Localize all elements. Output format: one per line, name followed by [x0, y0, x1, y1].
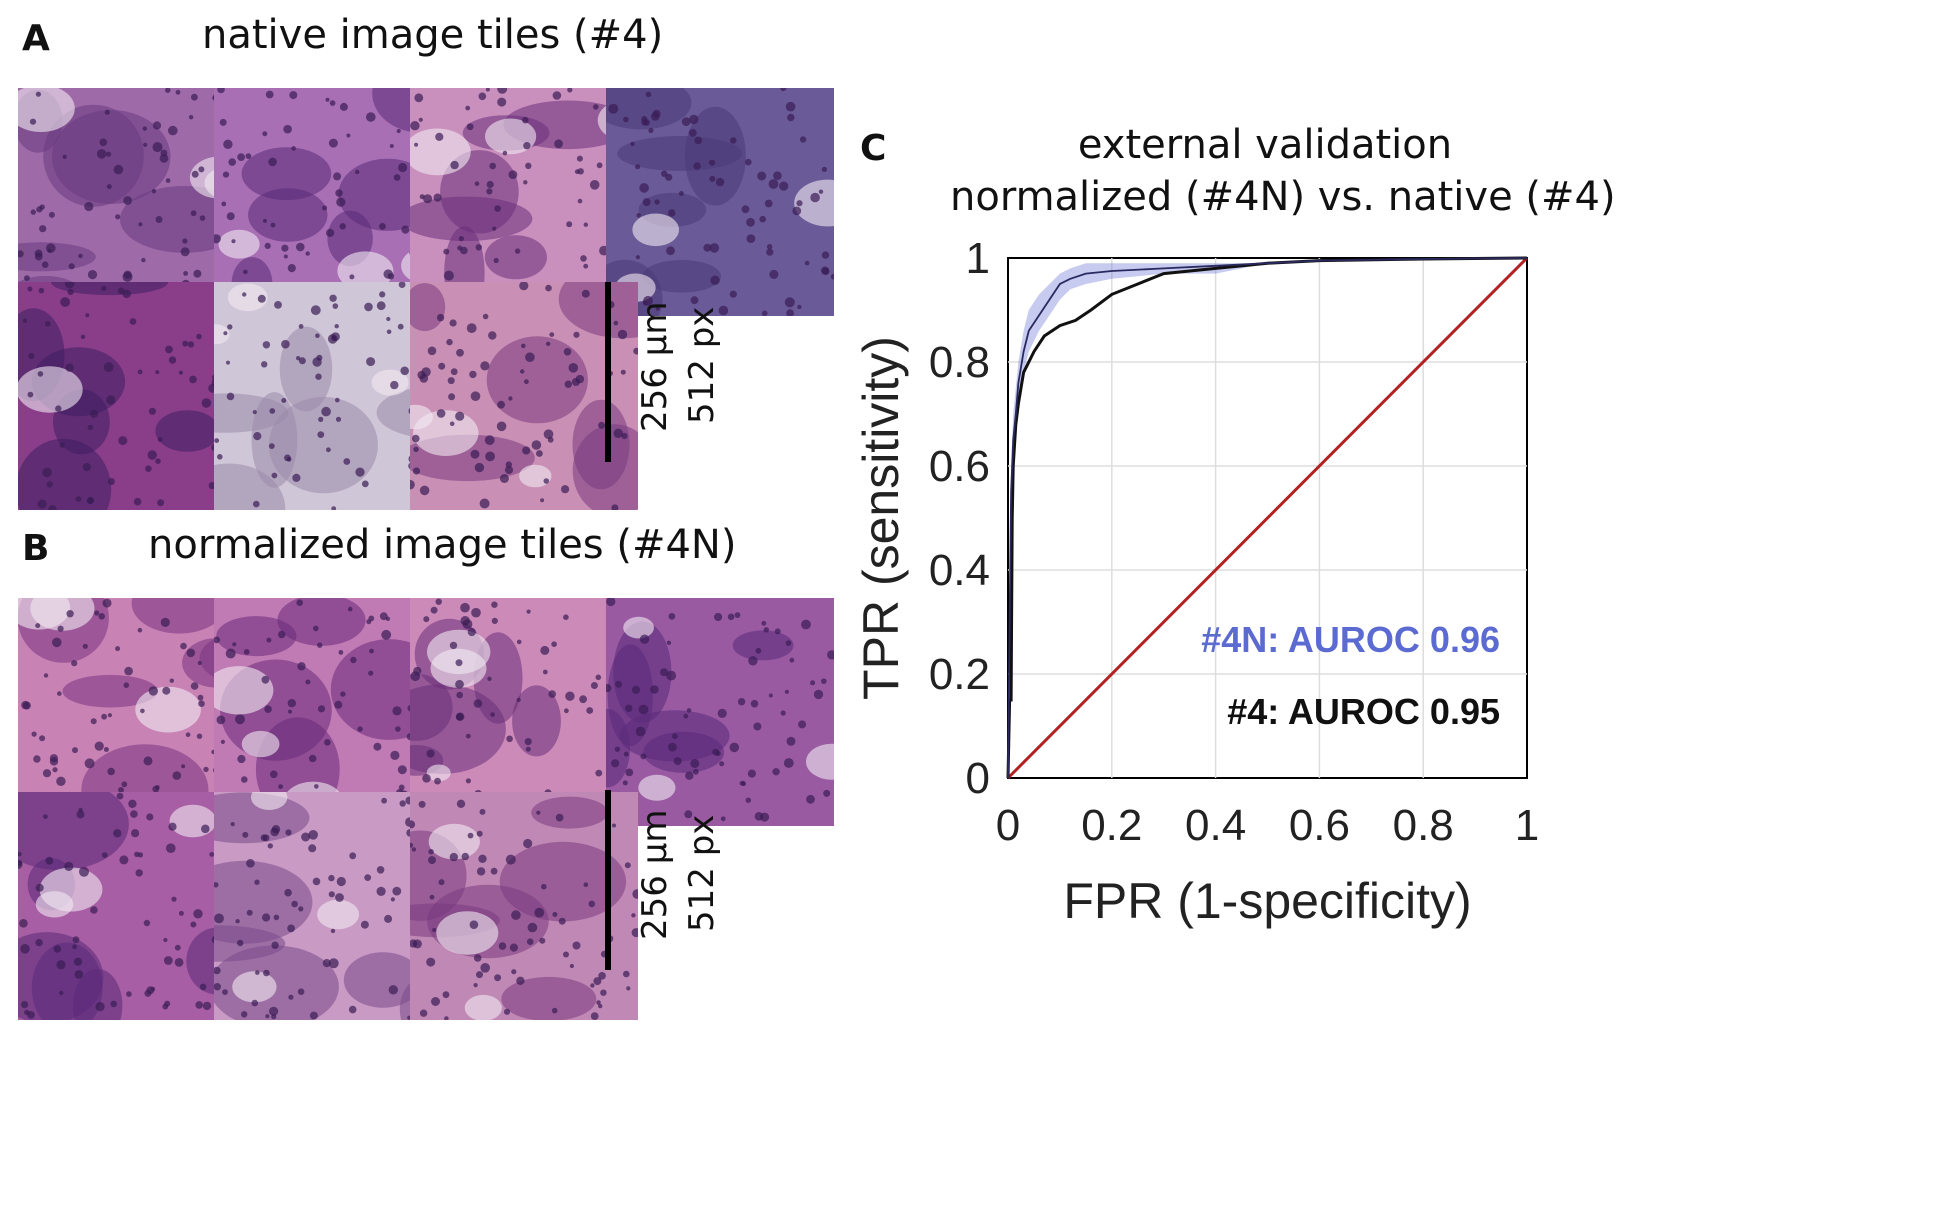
scalebar-b-um-label: 256 µm: [635, 809, 675, 940]
panel-c-letter: C: [860, 128, 887, 169]
x-tick-label: 1: [1515, 801, 1539, 850]
x-tick-label: 0: [996, 801, 1020, 850]
x-tick-label: 0.2: [1081, 801, 1142, 850]
normalized-tile-15: [18, 792, 246, 1020]
normalized-tile-17: [410, 792, 638, 1020]
series-4-auroc-label: #4: AUROC 0.95: [1227, 691, 1500, 732]
panel-a-title: native image tiles (#4): [202, 12, 664, 58]
y-tick-label: 0.8: [929, 338, 990, 387]
native-tile-6: [214, 282, 442, 510]
y-tick-label: 0.6: [929, 442, 990, 491]
scalebar-a-um-label: 256 µm: [635, 301, 675, 432]
native-tile-4: [606, 88, 834, 316]
native-tile-3: [410, 88, 638, 316]
normalized-tile-14: [606, 598, 834, 826]
x-tick-label: 0.8: [1393, 801, 1454, 850]
series-4n-auroc-label: #4N: AUROC 0.96: [1201, 619, 1500, 660]
scalebar-b-px-label: 512 px: [682, 814, 722, 932]
native-tile-5: [18, 282, 246, 510]
series-4n-line: [1007, 257, 1528, 779]
series-4-line: [1006, 256, 1528, 779]
plot-area: [1007, 257, 1528, 779]
normalized-tile-16: [214, 792, 442, 1020]
x-axis-label: FPR (1-specificity): [1063, 873, 1471, 929]
x-tick-label: 0.6: [1289, 801, 1350, 850]
y-tick-label: 0.2: [929, 650, 990, 699]
y-tick-label: 0: [966, 754, 990, 803]
chart-title-line2: normalized (#4N) vs. native (#4): [950, 174, 1616, 220]
scalebar-b: [605, 790, 611, 970]
y-axis-label: TPR (sensitivity): [853, 336, 909, 700]
y-tick-label: 0.4: [929, 546, 990, 595]
scalebar-a: [605, 282, 611, 462]
panel-a-letter: A: [22, 18, 50, 59]
normalized-tile-12: [214, 598, 442, 826]
y-tick-label: 1: [966, 234, 990, 283]
native-tile-7: [410, 282, 638, 510]
chance-diagonal-line: [1006, 256, 1529, 780]
chart-title-line1: external validation: [1077, 122, 1453, 168]
panel-b-title: normalized image tiles (#4N): [148, 522, 737, 568]
x-tick-label: 0.4: [1185, 801, 1246, 850]
normalized-tile-13: [410, 598, 638, 826]
scalebar-a-px-label: 512 px: [682, 306, 722, 424]
series-4n-confidence-band: [1008, 258, 1527, 778]
panel-b-letter: B: [22, 528, 50, 569]
